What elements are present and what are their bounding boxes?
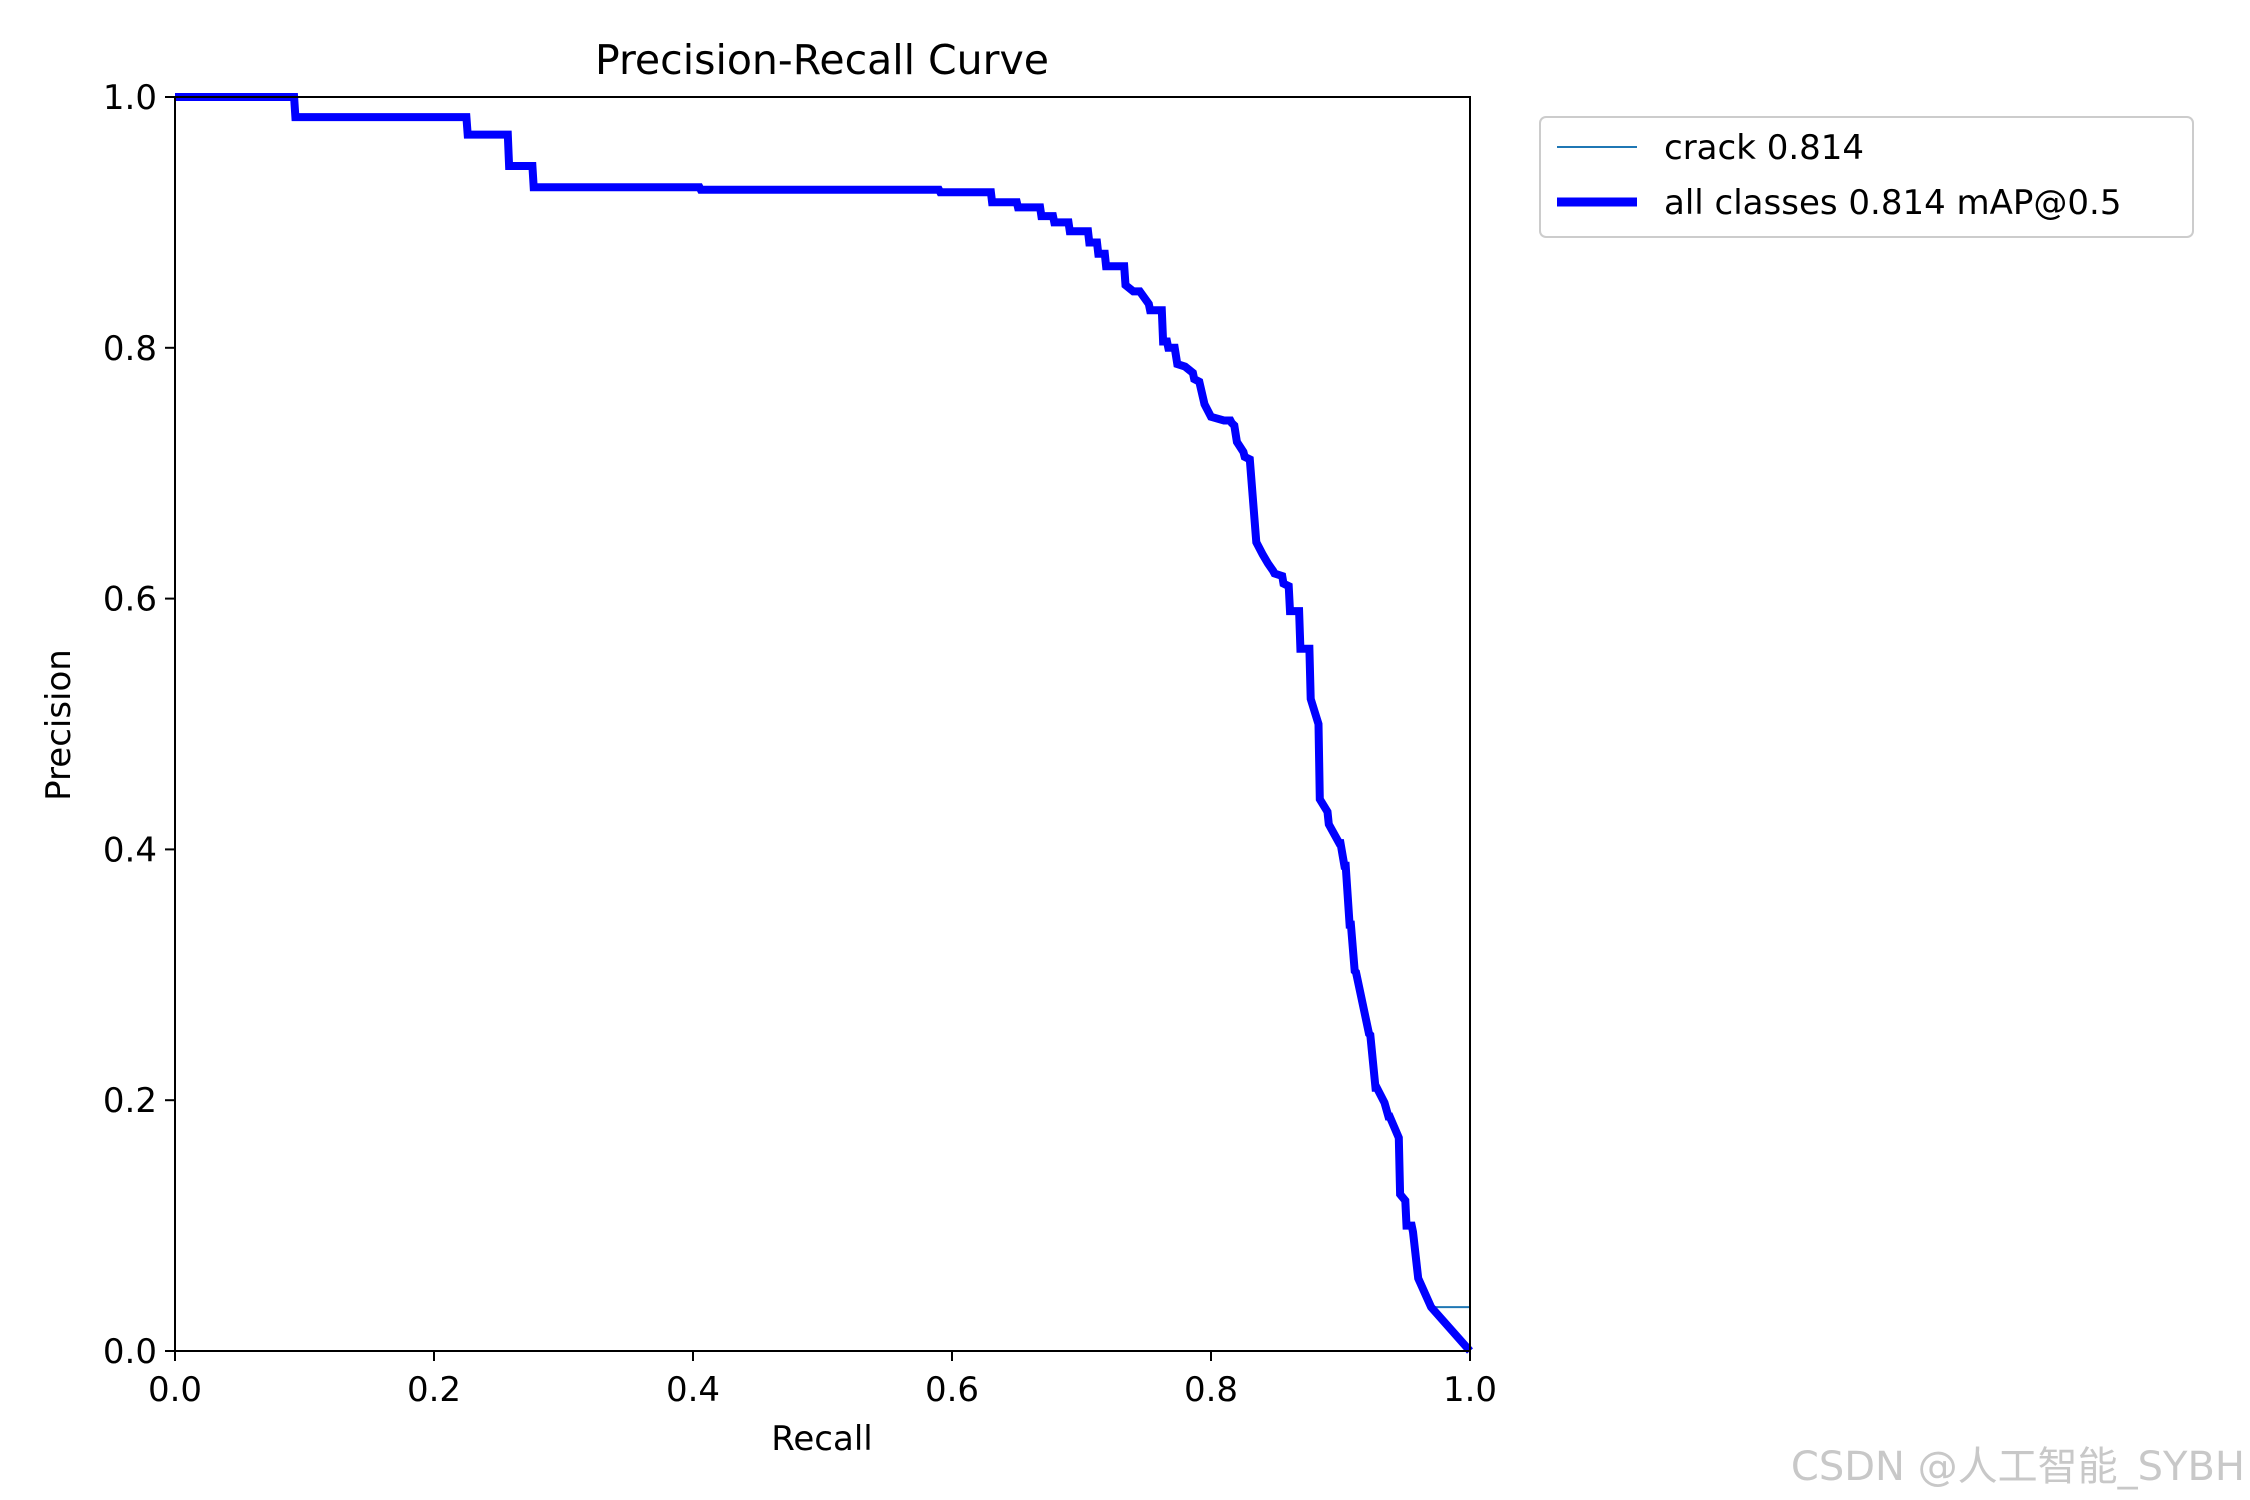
y-tick-label: 0.0 — [103, 1332, 157, 1372]
y-tick-label: 1.0 — [103, 78, 157, 118]
legend: crack 0.814 all classes 0.814 mAP@0.5 — [1539, 116, 2194, 238]
y-tick-label: 0.4 — [103, 830, 157, 870]
x-tick-label: 0.6 — [925, 1370, 979, 1410]
x-tick-label: 1.0 — [1443, 1370, 1497, 1410]
watermark-text: CSDN @人工智能_SYBH — [1791, 1444, 2245, 1490]
y-tick-label: 0.2 — [103, 1081, 157, 1121]
series-layer — [175, 93, 1473, 1354]
x-tick-label: 0.0 — [148, 1370, 202, 1410]
x-tick-label: 0.4 — [666, 1370, 720, 1410]
x-axis-label: Recall — [771, 1419, 872, 1459]
x-tick-label: 0.8 — [1184, 1370, 1238, 1410]
y-axis: 0.0 0.2 0.4 0.6 0.8 1.0 — [103, 78, 175, 1372]
plot-area-frame — [174, 96, 1471, 1352]
y-axis-label: Precision — [39, 649, 79, 801]
legend-box — [1539, 116, 2194, 238]
series-line-all-classes — [175, 93, 1473, 1354]
x-tick-label: 0.2 — [407, 1370, 461, 1410]
legend-label-crack: crack 0.814 — [1664, 128, 1864, 168]
legend-label-all-classes: all classes 0.814 mAP@0.5 — [1664, 183, 2121, 223]
chart-title: Precision-Recall Curve — [595, 36, 1049, 84]
y-tick-label: 0.6 — [103, 580, 157, 620]
y-tick-label: 0.8 — [103, 329, 157, 369]
x-axis: 0.0 0.2 0.4 0.6 0.8 1.0 — [148, 1351, 1497, 1410]
